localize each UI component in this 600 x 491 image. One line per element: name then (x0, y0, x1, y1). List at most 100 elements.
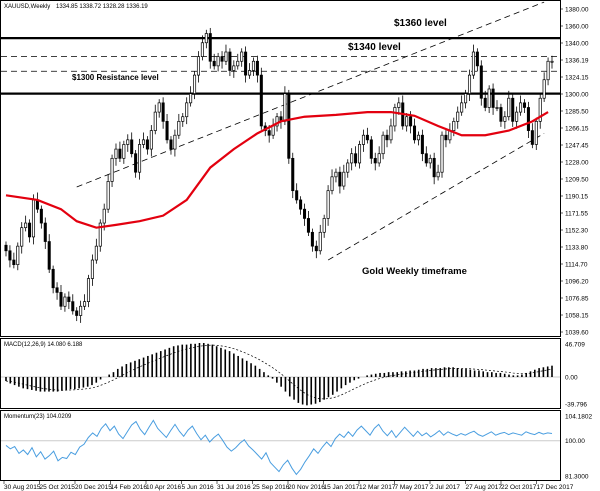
candle (416, 131, 420, 146)
candle (55, 282, 59, 300)
candle-up-body (283, 93, 287, 122)
candle-down-body (511, 97, 515, 122)
candle (118, 141, 122, 163)
candle-up-body (141, 139, 146, 145)
chart-ohlc: 1334.85 1338.72 1328.28 1336.19 (56, 4, 148, 10)
candle (542, 72, 546, 102)
candle-down-body (165, 120, 169, 141)
price-tick-label: 1336.19 (565, 57, 589, 64)
candle-down-body (55, 287, 59, 293)
candle-up-body (102, 208, 106, 224)
x-tick-label: 15 Jan 2017 (324, 484, 360, 491)
candle (456, 106, 460, 129)
price-tick-label: 1300.00 (565, 91, 589, 98)
candle (259, 67, 263, 130)
candle (526, 101, 530, 138)
candle (90, 254, 94, 286)
label-1360-level: $1360 level (394, 18, 447, 29)
candle (20, 222, 24, 254)
candle (248, 63, 252, 79)
candle (448, 123, 452, 144)
candle-down-body (314, 245, 318, 252)
candle-up-body (236, 60, 240, 67)
candle-down-body (169, 139, 173, 150)
candle (369, 136, 373, 164)
candle-down-body (499, 107, 503, 122)
channel-line-1 (327, 133, 545, 261)
candle-up-body (452, 120, 456, 131)
candle (255, 55, 259, 83)
candle (67, 291, 71, 310)
candle (232, 60, 236, 78)
x-tick-label: 25 Oct 2015 (40, 484, 76, 491)
candle-up-body (464, 93, 468, 104)
price-tick-label: 1039.60 (565, 329, 589, 336)
candle (436, 164, 440, 181)
label-1340-level: $1340 level (348, 42, 401, 53)
candle-up-body (24, 222, 28, 229)
candle-down-body (4, 244, 8, 252)
candle (79, 300, 83, 323)
candle-up-body (193, 74, 197, 94)
x-tick-label: 5 Jun 2016 (182, 484, 215, 491)
candle-up-body (90, 259, 94, 279)
candle-up-body (534, 120, 538, 145)
candle (310, 228, 314, 252)
candle (373, 152, 377, 171)
candle-up-body (538, 97, 542, 122)
candle (460, 95, 464, 116)
price-tick-label: 1058.15 (565, 312, 589, 319)
candle (169, 136, 173, 155)
candle (299, 196, 303, 215)
candle (503, 111, 507, 129)
candle-down-body (287, 93, 291, 159)
candle (122, 140, 126, 164)
momentum-tick-label: 81.3000 (565, 473, 589, 480)
candle (35, 192, 39, 213)
candle-up-body (204, 33, 208, 44)
candle-down-body (444, 134, 448, 141)
candle (141, 132, 146, 149)
price-tick-label: 1190.15 (565, 193, 588, 200)
candle (287, 89, 291, 164)
candle-down-body (420, 134, 424, 155)
candle (467, 69, 472, 102)
candle-up-body (63, 296, 67, 307)
candle (534, 117, 538, 151)
candle-down-body (310, 231, 314, 247)
candle-up-body (189, 93, 193, 104)
candle (306, 211, 310, 236)
candle (330, 169, 334, 195)
candle-up-body (275, 116, 279, 127)
momentum-pane-frame (0, 410, 561, 481)
price-tick-label: 1228.00 (565, 159, 589, 166)
candle-up-body (240, 51, 244, 62)
candle-down-body (432, 157, 436, 178)
candle (424, 146, 428, 167)
candle-up-body (271, 125, 275, 136)
candle-up-body (471, 51, 475, 76)
candle-up-body (350, 153, 354, 164)
candle-up-body (79, 305, 83, 316)
candle-down-body (71, 301, 75, 312)
candle (507, 90, 511, 121)
candle-down-body (491, 88, 495, 108)
candle-down-body (369, 139, 373, 159)
candle-up-body (86, 278, 91, 302)
candle-down-body (43, 222, 47, 242)
candle-up-body (98, 222, 102, 247)
candle (342, 164, 346, 190)
candle (189, 86, 193, 107)
candle-down-body (220, 56, 224, 62)
candle-down-body (212, 60, 216, 67)
candle (110, 154, 114, 187)
price-tick-label: 1266.15 (565, 125, 589, 132)
candle-up-body (361, 134, 365, 145)
candle (114, 143, 118, 166)
candle-down-body (75, 310, 79, 316)
candle-up-body (405, 116, 409, 127)
price-tick-label: 1171.55 (565, 210, 588, 217)
candle (322, 214, 326, 238)
candle-up-body (20, 227, 24, 247)
